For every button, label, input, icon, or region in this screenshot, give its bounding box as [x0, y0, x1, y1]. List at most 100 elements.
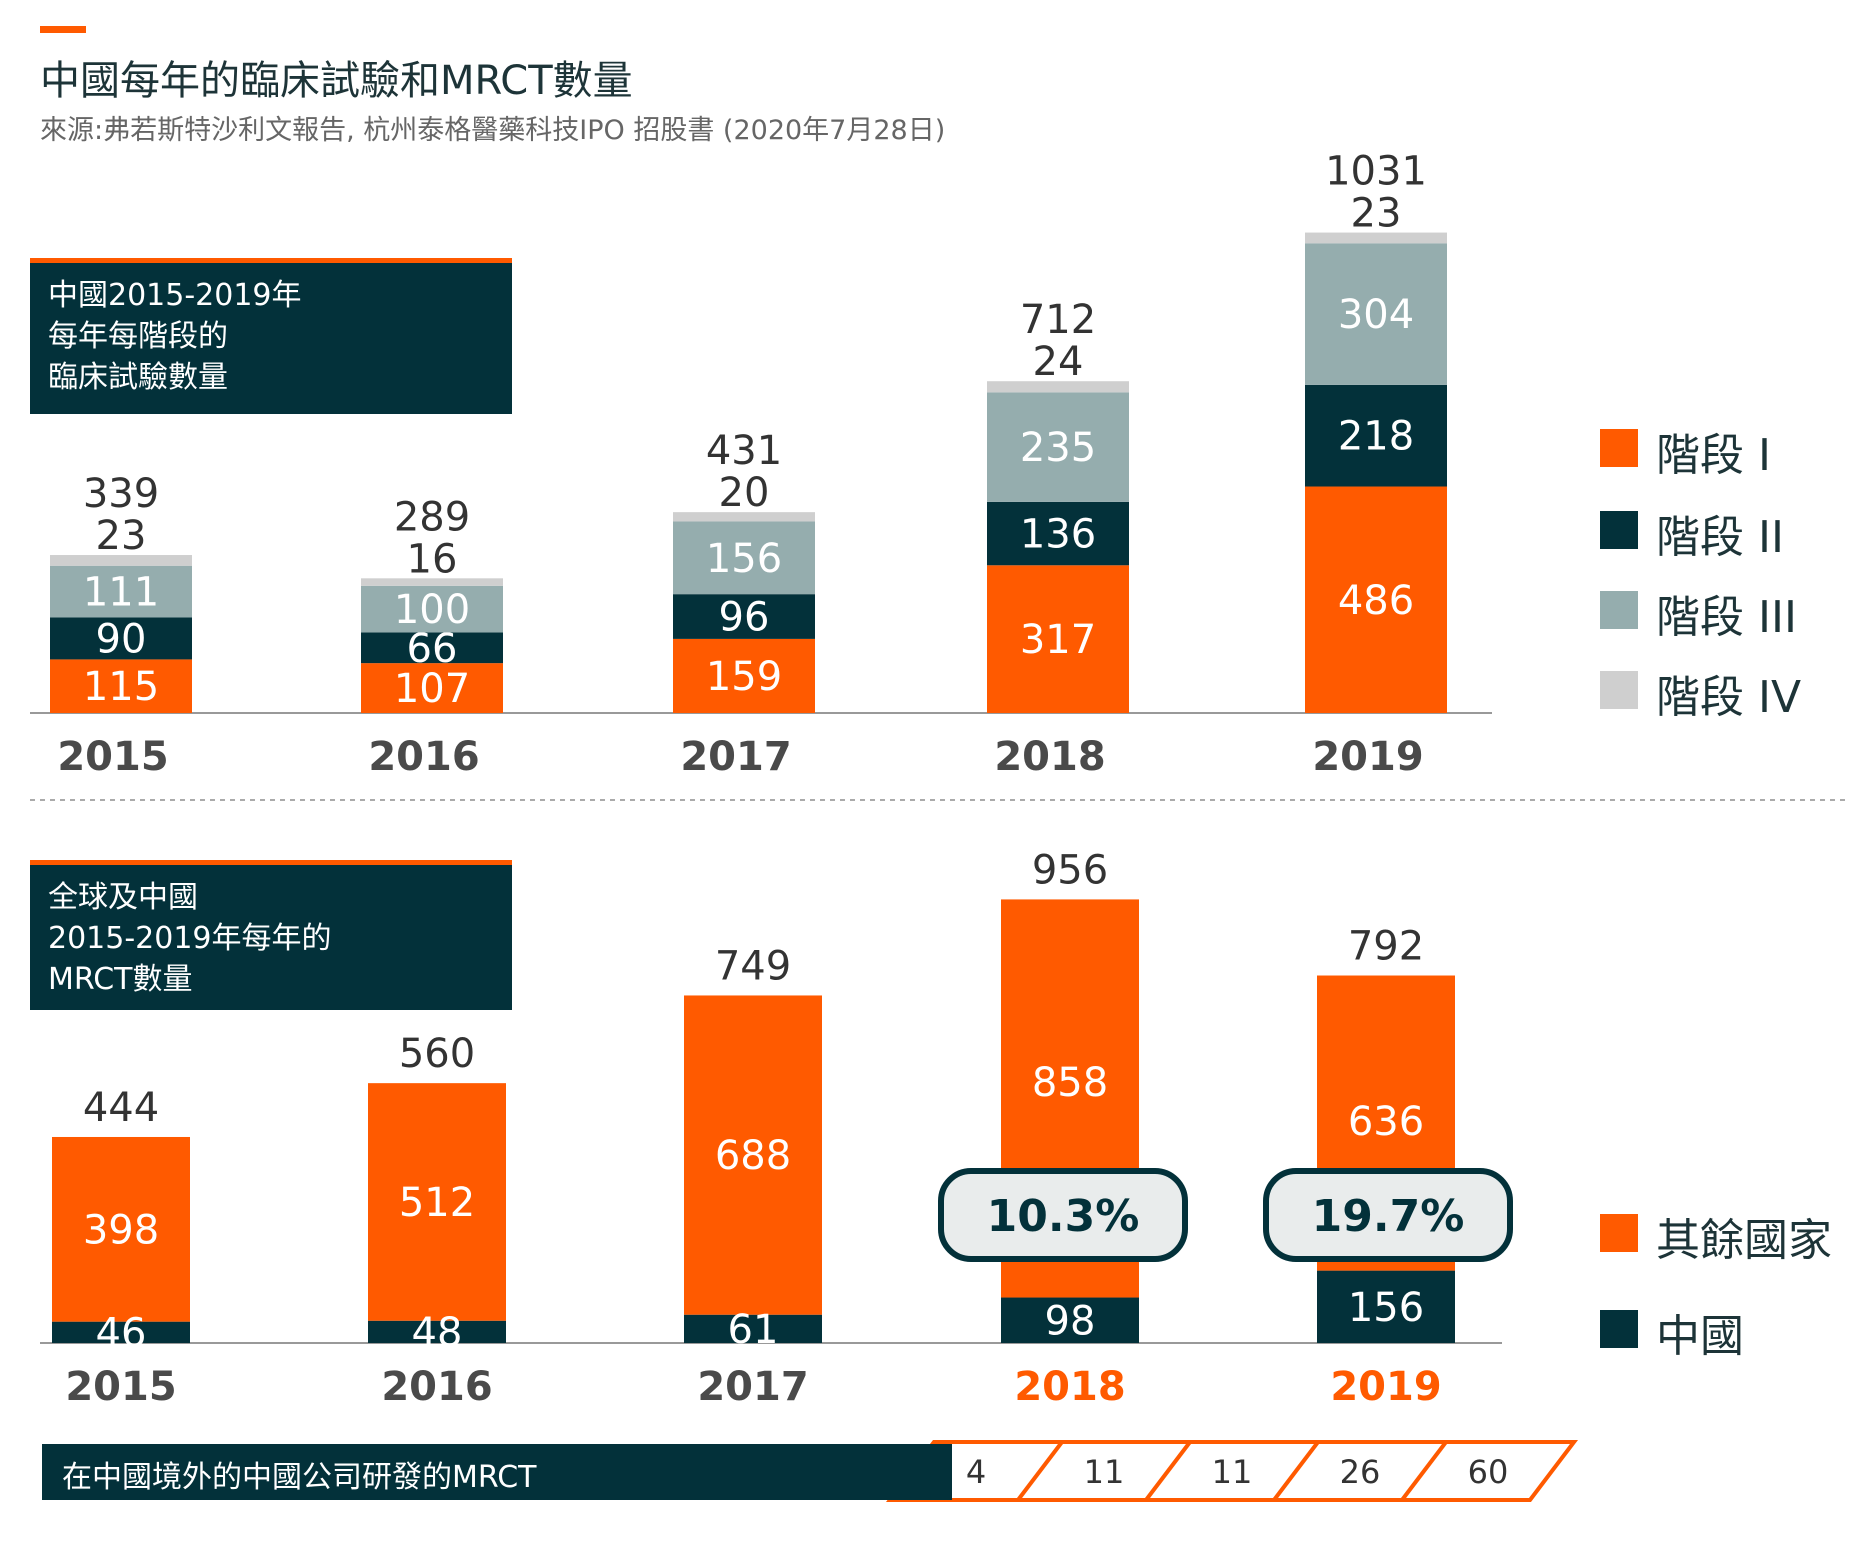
percent-callout-text-2018: 10.3% [987, 1191, 1140, 1242]
bar-2018-phase-3 [987, 392, 1129, 502]
x-tick-label-2019-mrct: 2019 [1330, 1364, 1441, 1410]
bar-2017-other-countries [684, 995, 822, 1315]
data-label-2017-china: 61 [728, 1307, 779, 1353]
overseas-mrct-strip: 在中國境外的中國公司研發的MRCT [42, 1444, 952, 1500]
bottom-panel-label: 全球及中國 2015-2019年每年的 MRCT數量 [30, 860, 512, 1010]
bar-2015-phase-4 [50, 555, 192, 566]
x-tick-label-2018-mrct: 2018 [1014, 1364, 1125, 1410]
data-label-2017-phase-3: 156 [706, 536, 782, 582]
legend-label: 階段 II [1656, 512, 1784, 563]
data-label-2017-phase-4: 20 [719, 470, 770, 516]
data-label-2017-other-countries: 688 [715, 1133, 791, 1179]
bar-2019-phase-3 [1305, 243, 1447, 385]
data-label-2016-phase-3: 100 [394, 587, 470, 633]
legend-swatch-phase-2 [1600, 511, 1638, 549]
overseas-mrct-cell-divider [1016, 1440, 1064, 1502]
bar-2016-china [368, 1320, 506, 1343]
overseas-mrct-cell-divider [1272, 1440, 1320, 1502]
overseas-mrct-value-2: 11 [1212, 1453, 1253, 1491]
total-label-2017: 431 [706, 428, 782, 474]
total-label-2015-mrct: 444 [83, 1085, 159, 1131]
overseas-mrct-cell-divider [1400, 1440, 1448, 1502]
percent-callout-text-2019: 19.7% [1312, 1191, 1465, 1242]
bar-2017-phase-1 [673, 638, 815, 713]
overseas-mrct-value-0: 4 [966, 1453, 986, 1491]
x-tick-label-2016-mrct: 2016 [381, 1364, 492, 1410]
legend-swatch-phase-1 [1600, 429, 1638, 467]
total-label-2016-mrct: 560 [399, 1031, 475, 1077]
bar-2016-phase-4 [361, 578, 503, 586]
source-note: 來源:弗若斯特沙利文報告, 杭州泰格醫藥科技IPO 招股書 (2020年7月28… [40, 115, 946, 146]
bar-2017-phase-4 [673, 512, 815, 522]
bar-2015-other-countries [52, 1136, 190, 1322]
legend-label: 階段 IV [1656, 672, 1802, 723]
bar-2016-phase-1 [361, 663, 503, 713]
legend-label: 其餘國家 [1656, 1215, 1832, 1266]
data-label-2017-phase-2: 96 [719, 595, 770, 641]
page-title: 中國每年的臨床試驗和MRCT數量 [40, 58, 633, 104]
legend-label: 階段 I [1656, 430, 1771, 481]
bar-2016-phase-2 [361, 632, 503, 664]
bar-2018-china [1001, 1297, 1139, 1343]
bar-2017-china [684, 1314, 822, 1343]
bottom-panel-label-line: 2015-2019年每年的 [48, 921, 332, 956]
bar-2015-phase-2 [50, 617, 192, 660]
bar-2018-phase-4 [987, 381, 1129, 393]
data-label-2018-phase-2: 136 [1020, 512, 1096, 558]
data-label-2016-phase-2: 66 [407, 626, 458, 672]
total-label-2018: 712 [1020, 297, 1096, 343]
overseas-mrct-value-3: 26 [1340, 1453, 1381, 1491]
top-panel-label-line: 中國2015-2019年 [48, 278, 302, 313]
bar-2015-china [52, 1321, 190, 1343]
data-label-2019-other-countries: 636 [1348, 1099, 1424, 1145]
data-label-2018-phase-1: 317 [1020, 617, 1096, 663]
bar-2016-other-countries [368, 1083, 506, 1321]
percent-callout-2018 [938, 1168, 1188, 1262]
total-label-2015: 339 [83, 471, 159, 517]
data-label-2019-phase-4: 23 [1351, 191, 1402, 237]
data-label-2018-china: 98 [1045, 1298, 1096, 1344]
x-tick-label-2019: 2019 [1312, 734, 1423, 780]
x-tick-label-2017: 2017 [680, 734, 791, 780]
overseas-mrct-value-4: 60 [1468, 1453, 1509, 1491]
data-label-2019-phase-1: 486 [1338, 578, 1414, 624]
bar-2018-phase-1 [987, 565, 1129, 713]
bottom-panel-label-line: 全球及中國 [48, 880, 198, 915]
data-label-2015-china: 46 [96, 1310, 147, 1356]
legend-swatch-other-countries [1600, 1214, 1638, 1252]
data-label-2018-phase-3: 235 [1020, 425, 1096, 471]
data-label-2016-other-countries: 512 [399, 1180, 475, 1226]
x-tick-label-2017-mrct: 2017 [697, 1364, 808, 1410]
data-label-2015-phase-1: 115 [83, 664, 159, 710]
data-label-2018-other-countries: 858 [1032, 1060, 1108, 1106]
data-label-2015-phase-4: 23 [96, 513, 147, 559]
data-label-2016-phase-4: 16 [407, 536, 458, 582]
data-label-2016-phase-1: 107 [394, 666, 470, 712]
data-label-2018-phase-4: 24 [1033, 339, 1084, 385]
data-label-2015-phase-3: 111 [83, 570, 159, 616]
top-panel-label-line: 臨床試驗數量 [48, 360, 228, 395]
bar-2015-phase-1 [50, 659, 192, 713]
bar-2016-phase-3 [361, 585, 503, 633]
x-tick-label-2016: 2016 [368, 734, 479, 780]
legend-label: 階段 III [1656, 592, 1797, 643]
bar-2019-phase-1 [1305, 486, 1447, 713]
bar-2018-phase-2 [987, 501, 1129, 566]
overseas-mrct-value-1: 11 [1084, 1453, 1125, 1491]
legend-swatch-phase-4 [1600, 671, 1638, 709]
data-label-2015-other-countries: 398 [83, 1207, 159, 1253]
total-label-2018-mrct: 956 [1032, 847, 1108, 893]
total-label-2019-mrct: 792 [1348, 924, 1424, 970]
data-label-2019-phase-3: 304 [1338, 292, 1414, 338]
bar-2019-phase-2 [1305, 384, 1447, 487]
legend-label: 中國 [1656, 1311, 1744, 1362]
overseas-mrct-label: 在中國境外的中國公司研發的MRCT [62, 1460, 537, 1495]
bottom-panel-label-line: MRCT數量 [48, 962, 193, 997]
bar-2015-phase-3 [50, 565, 192, 618]
overseas-mrct-cell-divider [1144, 1440, 1192, 1502]
data-label-2017-phase-1: 159 [706, 654, 782, 700]
legend-swatch-phase-3 [1600, 591, 1638, 629]
data-label-2015-phase-2: 90 [96, 616, 147, 662]
bar-2017-phase-2 [673, 594, 815, 639]
